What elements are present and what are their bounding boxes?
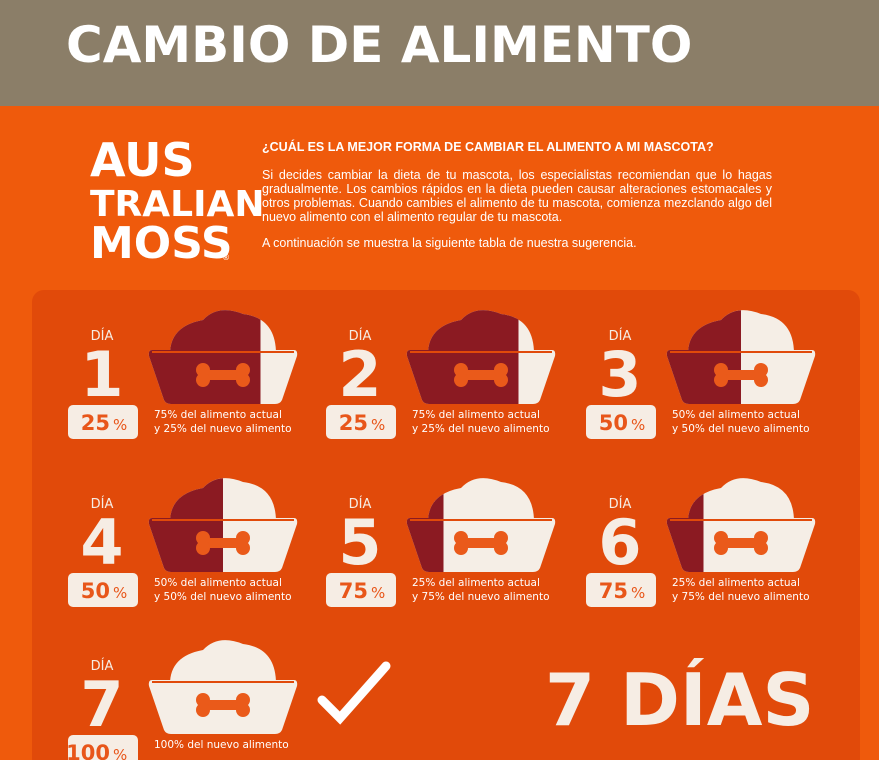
note: A continuación se muestra la siguiente t…	[262, 236, 637, 250]
day-number: 3	[598, 338, 641, 411]
percent-unit: %	[371, 584, 385, 602]
check-icon	[317, 661, 391, 725]
percent-unit: %	[113, 746, 127, 760]
percent-badge	[326, 573, 396, 607]
brand-line: TRALIAN	[90, 184, 264, 225]
percent-unit: %	[113, 584, 127, 602]
percent-value: 25	[81, 411, 110, 435]
percent-value: 50	[599, 411, 628, 435]
day-description: y 75% del nuevo alimento	[412, 591, 550, 603]
percent-unit: %	[371, 416, 385, 434]
percent-badge	[586, 573, 656, 607]
question: ¿CUÁL ES LA MEJOR FORMA DE CAMBIAR EL AL…	[262, 140, 714, 154]
day-number: 2	[338, 338, 381, 411]
day-label: DÍA	[609, 328, 632, 344]
title: CAMBIO DE ALIMENTO	[66, 16, 692, 74]
brand-line: MOSS	[90, 218, 233, 269]
percent-value: 100	[66, 741, 110, 760]
total-days: 7 DÍAS	[545, 658, 814, 742]
bowl	[406, 478, 556, 572]
day-description: 50% del alimento actual	[672, 409, 800, 421]
percent-unit: %	[631, 584, 645, 602]
day-description: y 50% del nuevo alimento	[672, 423, 810, 435]
bowl	[666, 310, 816, 404]
header-band	[0, 0, 879, 106]
bowl	[666, 478, 816, 572]
percent-unit: %	[113, 416, 127, 434]
day-description: 25% del alimento actual	[672, 577, 800, 589]
percent-value: 75	[599, 579, 628, 603]
day-description: y 50% del nuevo alimento	[154, 591, 292, 603]
brand-line: AUS	[90, 133, 195, 187]
day-description: 75% del alimento actual	[154, 409, 282, 421]
percent-value: 25	[339, 411, 368, 435]
percent-value: 50	[81, 579, 110, 603]
intro: ¿CUÁL ES LA MEJOR FORMA DE CAMBIAR EL AL…	[262, 140, 772, 262]
day-label: DÍA	[609, 496, 632, 512]
percent-badge	[68, 573, 138, 607]
day-label: DÍA	[349, 496, 372, 512]
day-description: y 75% del nuevo alimento	[672, 591, 810, 603]
percent-badge	[68, 405, 138, 439]
bowl	[406, 310, 556, 404]
day-number: 1	[80, 338, 123, 411]
percent-badge	[326, 405, 396, 439]
day-description: y 25% del nuevo alimento	[412, 423, 550, 435]
day-number: 5	[338, 506, 381, 579]
day-number: 6	[598, 506, 641, 579]
day-description: 25% del alimento actual	[412, 577, 540, 589]
day-description: y 25% del nuevo alimento	[154, 423, 292, 435]
percent-unit: %	[631, 416, 645, 434]
bowl	[148, 478, 298, 572]
bowl	[148, 310, 298, 404]
day-label: DÍA	[91, 658, 114, 674]
percent-value: 75	[339, 579, 368, 603]
day-label: DÍA	[91, 328, 114, 344]
day-label: DÍA	[349, 328, 372, 344]
percent-badge	[586, 405, 656, 439]
percent-badge	[68, 735, 138, 760]
day-description: 100% del nuevo alimento	[154, 739, 289, 751]
day-description: 50% del alimento actual	[154, 577, 282, 589]
day-number: 7	[80, 668, 123, 741]
brand-mark: ®	[222, 253, 230, 262]
bowl	[148, 640, 298, 734]
day-description: 75% del alimento actual	[412, 409, 540, 421]
day-label: DÍA	[91, 496, 114, 512]
paragraph: Si decides cambiar la dieta de tu mascot…	[262, 168, 772, 224]
day-number: 4	[80, 506, 123, 579]
